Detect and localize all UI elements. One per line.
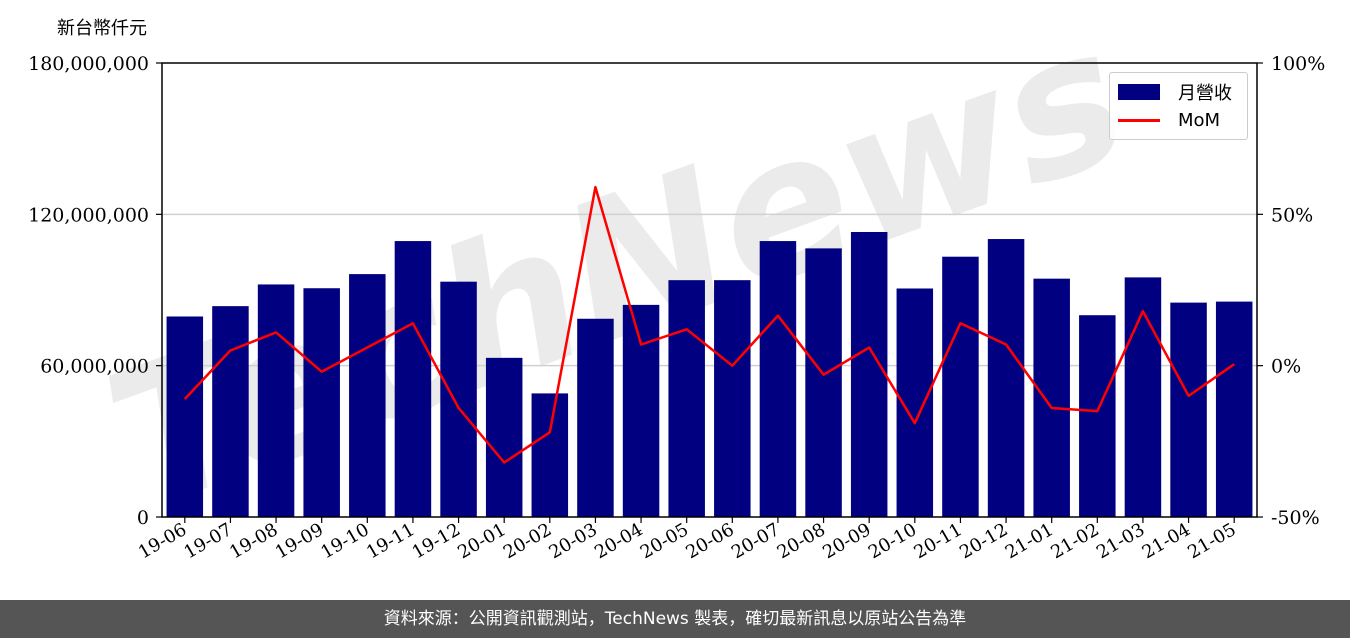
x-tick-label: 20-06: [682, 519, 737, 563]
legend-swatch-bar: [1118, 84, 1160, 100]
bar: [622, 304, 660, 517]
x-tick-label: 20-07: [728, 519, 783, 563]
x-tick-label: 21-01: [1002, 519, 1057, 563]
bar: [1033, 278, 1070, 517]
bar: [485, 357, 523, 517]
y-left-tick-label: 60,000,000: [40, 356, 149, 378]
y-right-tick-label: 100%: [1271, 53, 1325, 75]
y-left-tick-label: 0: [137, 507, 149, 529]
bar: [1124, 277, 1162, 517]
legend-label-revenue: 月營收: [1178, 83, 1232, 104]
x-tick-label: 19-11: [363, 519, 418, 563]
x-tick-label: 20-12: [956, 519, 1011, 563]
bar: [257, 284, 295, 517]
x-tick-label: 21-03: [1093, 519, 1148, 563]
chart: 新台幣仟元 TechNews 0 60,000,000 120,000,000 180,…: [28, 0, 1325, 563]
legend-swatch-line: [1118, 118, 1160, 122]
x-tick-label: 20-09: [819, 519, 874, 563]
legend-label-mom: MoM: [1178, 109, 1221, 131]
bar: [668, 280, 705, 517]
plot-frame: [161, 62, 1258, 518]
bar: [166, 316, 204, 517]
x-tick-label: 21-02: [1047, 519, 1102, 563]
x-tick-label: 19-10: [317, 519, 372, 563]
x-tick-label: 20-01: [454, 519, 509, 563]
y-right-tick-label: -50%: [1271, 507, 1320, 529]
bar: [349, 274, 386, 517]
y-left-tick-label: 180,000,000: [28, 53, 149, 75]
bar: [1079, 315, 1116, 517]
bar: [212, 306, 249, 517]
bar: [1170, 302, 1207, 517]
legend-item-mom: MoM: [1118, 107, 1220, 133]
legend: 月營收 MoM: [1109, 72, 1248, 140]
bar: [805, 248, 842, 517]
bar: [577, 318, 614, 517]
x-tick-label: 20-02: [500, 519, 555, 563]
x-tick-label: 19-09: [272, 519, 327, 563]
y-right-tick-label: 50%: [1271, 204, 1313, 226]
bar: [303, 288, 340, 517]
x-tick-label: 19-12: [409, 519, 464, 563]
chart-canvas: TechNews060,000,000120,000,000180,000,00…: [28, 0, 1325, 563]
bar: [531, 393, 569, 517]
bar: [942, 256, 979, 517]
y-left-tick-label: 120,000,000: [28, 204, 149, 226]
x-tick-label: 19-08: [226, 519, 281, 563]
y-axis-unit-label: 新台幣仟元: [57, 18, 147, 39]
x-tick-label: 21-05: [1184, 519, 1239, 563]
bar: [987, 239, 1025, 517]
x-tick-label: 21-04: [1139, 519, 1194, 563]
x-tick-label: 20-08: [774, 519, 829, 563]
y-right-tick-label: 0%: [1271, 356, 1301, 378]
x-tick-label: 20-04: [591, 519, 646, 563]
mom-line: [183, 185, 1235, 464]
x-tick-label: 20-10: [865, 519, 920, 563]
source-footer: 資料來源：公開資訊觀測站，TechNews 製表，確切最新訊息以原站公告為準: [0, 600, 1350, 638]
bar: [850, 231, 888, 517]
bar: [440, 281, 477, 517]
bar: [714, 280, 751, 517]
bar: [759, 241, 797, 517]
bar: [1215, 301, 1253, 517]
bar: [394, 241, 432, 517]
legend-item-revenue: 月營收: [1118, 79, 1232, 105]
x-tick-label: 20-05: [637, 519, 692, 563]
x-tick-label: 20-03: [545, 519, 600, 563]
x-tick-label: 20-11: [910, 519, 965, 563]
